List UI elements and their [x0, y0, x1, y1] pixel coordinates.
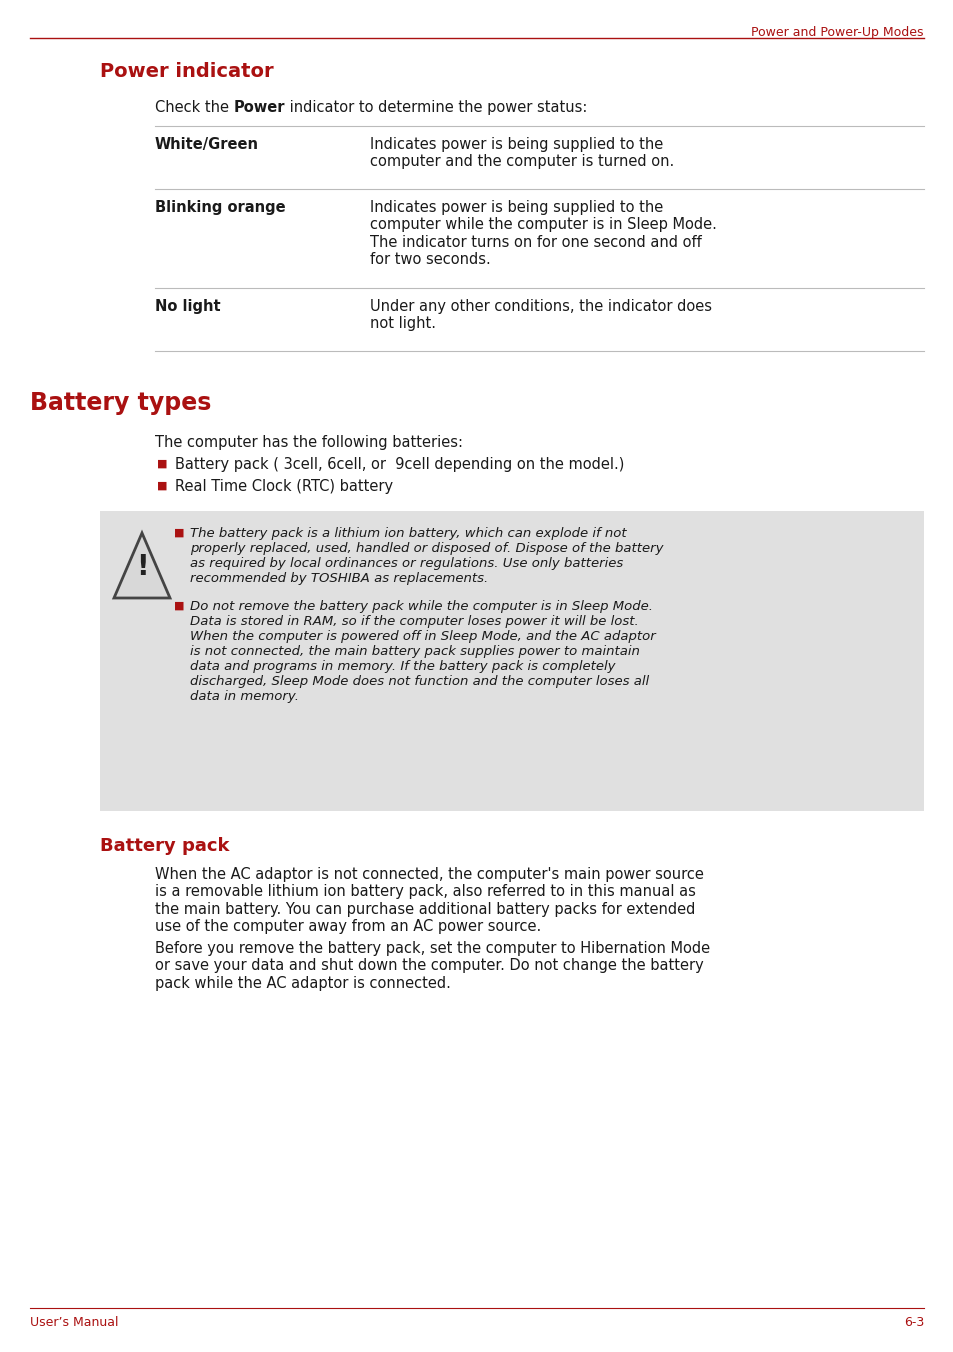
Text: !: !	[135, 553, 148, 581]
Text: Do not remove the battery pack while the computer is in Sleep Mode.
Data is stor: Do not remove the battery pack while the…	[190, 600, 655, 703]
Text: Power indicator: Power indicator	[100, 62, 274, 81]
Polygon shape	[113, 533, 170, 598]
Text: No light: No light	[154, 299, 220, 314]
Text: Battery types: Battery types	[30, 391, 212, 415]
Text: ■: ■	[173, 600, 184, 611]
Text: 6-3: 6-3	[902, 1315, 923, 1329]
Text: Battery pack: Battery pack	[100, 837, 230, 854]
Text: Battery pack ( 3cell, 6cell, or  9cell depending on the model.): Battery pack ( 3cell, 6cell, or 9cell de…	[174, 457, 623, 472]
Text: User’s Manual: User’s Manual	[30, 1315, 118, 1329]
Text: Check the: Check the	[154, 100, 233, 115]
Text: Power: Power	[233, 100, 285, 115]
Text: Indicates power is being supplied to the
computer and the computer is turned on.: Indicates power is being supplied to the…	[370, 137, 674, 169]
Text: Before you remove the battery pack, set the computer to Hibernation Mode
or save: Before you remove the battery pack, set …	[154, 941, 709, 991]
Text: When the AC adaptor is not connected, the computer's main power source
is a remo: When the AC adaptor is not connected, th…	[154, 867, 703, 934]
Text: Power and Power-Up Modes: Power and Power-Up Modes	[751, 26, 923, 39]
Text: Blinking orange: Blinking orange	[154, 200, 285, 215]
Text: ■: ■	[173, 529, 184, 538]
Text: The computer has the following batteries:: The computer has the following batteries…	[154, 435, 462, 450]
Text: White/Green: White/Green	[154, 137, 258, 151]
FancyBboxPatch shape	[100, 511, 923, 811]
Text: ■: ■	[157, 481, 168, 491]
Text: Real Time Clock (RTC) battery: Real Time Clock (RTC) battery	[174, 479, 393, 493]
Text: indicator to determine the power status:: indicator to determine the power status:	[285, 100, 587, 115]
Text: ■: ■	[157, 458, 168, 469]
Text: Under any other conditions, the indicator does
not light.: Under any other conditions, the indicato…	[370, 299, 711, 331]
Text: The battery pack is a lithium ion battery, which can explode if not
properly rep: The battery pack is a lithium ion batter…	[190, 527, 662, 585]
Text: Indicates power is being supplied to the
computer while the computer is in Sleep: Indicates power is being supplied to the…	[370, 200, 716, 268]
